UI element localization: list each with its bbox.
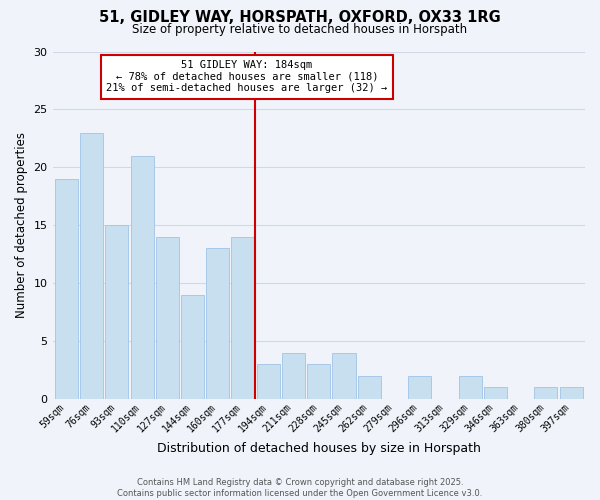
Text: 51 GIDLEY WAY: 184sqm
← 78% of detached houses are smaller (118)
21% of semi-det: 51 GIDLEY WAY: 184sqm ← 78% of detached … [106, 60, 388, 94]
Bar [534, 388, 557, 399]
Bar [131, 156, 154, 399]
Bar [332, 352, 356, 399]
Bar [55, 179, 78, 399]
X-axis label: Distribution of detached houses by size in Horspath: Distribution of detached houses by size … [157, 442, 481, 455]
Bar [458, 376, 482, 399]
Bar [257, 364, 280, 399]
Bar [181, 294, 204, 399]
Bar [560, 388, 583, 399]
Bar [408, 376, 431, 399]
Text: 51, GIDLEY WAY, HORSPATH, OXFORD, OX33 1RG: 51, GIDLEY WAY, HORSPATH, OXFORD, OX33 1… [99, 10, 501, 25]
Bar [282, 352, 305, 399]
Y-axis label: Number of detached properties: Number of detached properties [15, 132, 28, 318]
Bar [156, 237, 179, 399]
Bar [232, 237, 254, 399]
Text: Contains HM Land Registry data © Crown copyright and database right 2025.
Contai: Contains HM Land Registry data © Crown c… [118, 478, 482, 498]
Bar [307, 364, 331, 399]
Bar [206, 248, 229, 399]
Text: Size of property relative to detached houses in Horspath: Size of property relative to detached ho… [133, 22, 467, 36]
Bar [80, 132, 103, 399]
Bar [484, 388, 507, 399]
Bar [105, 225, 128, 399]
Bar [358, 376, 381, 399]
